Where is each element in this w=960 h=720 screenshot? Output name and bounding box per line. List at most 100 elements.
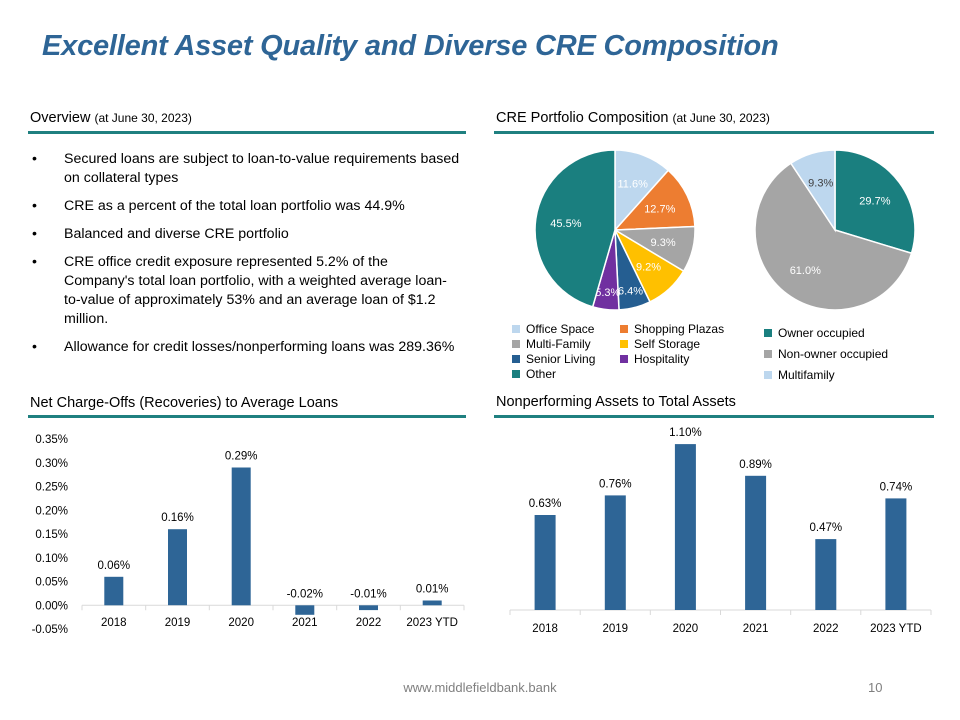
npa-category-label-2020: 2020 bbox=[673, 623, 699, 635]
cre-slice-label-office-space: 11.6% bbox=[618, 179, 649, 191]
legend-swatch bbox=[512, 369, 520, 378]
occupancy-slice-owner-occupied bbox=[834, 149, 916, 255]
legend-swatch bbox=[620, 339, 628, 348]
cre-legend-item-office-space: Office Space bbox=[512, 322, 594, 336]
overview-bullet-list: • Secured loans are subject to loan-to-va… bbox=[30, 150, 460, 366]
nco-bar-2019 bbox=[168, 529, 187, 606]
npa-bar-2023-ytd bbox=[885, 498, 907, 610]
cre-heading-date: (at June 30, 2023) bbox=[672, 111, 770, 125]
nco-data-label-2020: 0.29% bbox=[225, 451, 258, 463]
npa-category-label-2021: 2021 bbox=[743, 623, 769, 635]
cre-legend-item-senior-living: Senior Living bbox=[512, 352, 595, 366]
nco-y-tick-label: 0.10% bbox=[35, 553, 68, 565]
legend-swatch bbox=[512, 339, 520, 348]
npa-bar-2019 bbox=[604, 495, 626, 610]
npa-bar-2018 bbox=[534, 515, 556, 610]
cre-heading: CRE Portfolio Composition (at June 30, 2… bbox=[496, 110, 770, 126]
cre-type-pie-chart: 11.6% 12.7% 9.3% 9.2% 6.4%5.3% 45.5% bbox=[534, 149, 696, 311]
legend-label: Office Space bbox=[526, 322, 595, 336]
nco-y-tick-label: 0.30% bbox=[35, 458, 68, 470]
nco-bar-2023-ytd bbox=[422, 600, 442, 606]
nco-category-label-2022: 2022 bbox=[356, 617, 382, 629]
npa-bar-chart: 0.63% 2018 0.76% 2019 1.10% 2020 0.89% 2021 0.47… bbox=[509, 427, 932, 635]
nco-rule bbox=[28, 415, 466, 418]
npa-category-label-2019: 2019 bbox=[603, 623, 629, 635]
nco-heading-text: Net Charge-Offs (Recoveries) to Average … bbox=[30, 395, 339, 411]
legend-label: Multifamily bbox=[778, 368, 835, 382]
nco-bar-2021 bbox=[295, 605, 315, 615]
npa-bar-2022 bbox=[815, 539, 837, 610]
nco-y-tick-label: -0.05% bbox=[32, 624, 68, 636]
nco-bar-2018 bbox=[104, 576, 124, 606]
bullet-dot: • bbox=[32, 339, 37, 355]
nco-category-label-2019: 2019 bbox=[165, 617, 191, 629]
bullet-dot: • bbox=[32, 198, 37, 214]
occupancy-legend-item-owner-occupied: Owner occupied bbox=[764, 326, 865, 340]
bullet-dot: • bbox=[32, 226, 37, 242]
cre-slice-label-shopping-plazas: 12.7% bbox=[644, 204, 675, 216]
bullet-item: • CRE office credit exposure represented … bbox=[30, 253, 460, 329]
overview-heading-text: Overview bbox=[30, 110, 91, 126]
nco-bar-chart: -0.05% 0.00% 0.05% 0.10% 0.15% 0.20% 0.25% 0.30… bbox=[32, 434, 465, 636]
cre-legend-item-hospitality: Hospitality bbox=[620, 352, 689, 366]
bullet-text: CRE office credit exposure represented 5… bbox=[64, 254, 447, 327]
nco-category-label-2020: 2020 bbox=[228, 617, 254, 629]
bullet-text: CRE as a percent of the total loan portf… bbox=[64, 198, 405, 214]
cre-slice-other bbox=[534, 149, 616, 308]
occupancy-slice-non-owner-occupied bbox=[754, 162, 913, 311]
npa-category-label-2018: 2018 bbox=[532, 623, 558, 635]
npa-data-label-2021: 0.89% bbox=[739, 459, 772, 471]
npa-data-label-2020: 1.10% bbox=[669, 427, 702, 439]
nco-category-label-2021: 2021 bbox=[292, 617, 318, 629]
npa-heading: Nonperforming Assets to Total Assets bbox=[496, 394, 736, 410]
nco-category-label-2018: 2018 bbox=[101, 617, 127, 629]
occupancy-slice-multifamily bbox=[789, 149, 836, 233]
legend-label: Non-owner occupied bbox=[778, 347, 889, 361]
npa-heading-text: Nonperforming Assets to Total Assets bbox=[496, 394, 736, 410]
legend-label: Shopping Plazas bbox=[634, 322, 725, 336]
nco-heading: Net Charge-Offs (Recoveries) to Average … bbox=[30, 395, 338, 411]
nco-category-label-2023-ytd: 2023 YTD bbox=[406, 617, 458, 629]
cre-legend-item-shopping-plazas: Shopping Plazas bbox=[620, 322, 724, 336]
cre-slice-label-other: 45.5% bbox=[550, 218, 581, 230]
bullet-item: • Balanced and diverse CRE portfolio bbox=[30, 225, 460, 244]
npa-category-label-2022: 2022 bbox=[813, 623, 839, 635]
bullet-dot: • bbox=[32, 151, 37, 167]
legend-swatch bbox=[764, 328, 772, 337]
legend-label: Hospitality bbox=[634, 352, 690, 366]
nco-data-label-2023-ytd: 0.01% bbox=[416, 584, 449, 596]
overview-heading: Overview (at June 30, 2023) bbox=[30, 110, 192, 126]
nco-data-label-2022: -0.01% bbox=[350, 588, 386, 600]
nco-y-tick-label: 0.15% bbox=[35, 529, 68, 541]
npa-category-label-2023-ytd: 2023 YTD bbox=[870, 623, 922, 635]
legend-label: Self Storage bbox=[634, 337, 701, 351]
occupancy-legend: Owner occupied Non-owner occupied Multifam… bbox=[764, 326, 934, 386]
nco-data-label-2019: 0.16% bbox=[161, 512, 194, 524]
nco-y-tick-label: 0.00% bbox=[35, 600, 68, 612]
nco-y-tick-label: 0.35% bbox=[35, 434, 68, 446]
npa-data-label-2018: 0.63% bbox=[529, 498, 562, 510]
occupancy-slice-label-multifamily: 9.3% bbox=[808, 178, 833, 190]
nco-bar-2022 bbox=[359, 605, 378, 611]
nco-data-label-2018: 0.06% bbox=[97, 560, 130, 572]
legend-swatch bbox=[764, 370, 772, 379]
bullet-item: • CRE as a percent of the total loan port… bbox=[30, 197, 460, 216]
occupancy-legend-item-non-owner-occupied: Non-owner occupied bbox=[764, 347, 888, 361]
npa-bar-2021 bbox=[745, 475, 767, 610]
npa-data-label-2019: 0.76% bbox=[599, 478, 632, 490]
cre-slice-label-hospitality: 5.3% bbox=[595, 287, 620, 299]
legend-label: Owner occupied bbox=[778, 326, 865, 340]
occupancy-legend-item-multifamily: Multifamily bbox=[764, 368, 835, 382]
cre-rule bbox=[494, 131, 934, 134]
bullet-item: • Secured loans are subject to loan-to-va… bbox=[30, 150, 460, 188]
legend-label: Multi-Family bbox=[526, 337, 591, 351]
cre-type-legend: Office Space Shopping Plazas Multi-Family S… bbox=[512, 322, 752, 386]
cre-legend-item-multi-family: Multi-Family bbox=[512, 337, 591, 351]
page-number: 10 bbox=[868, 680, 883, 695]
nco-bar-2020 bbox=[231, 467, 251, 606]
legend-swatch bbox=[512, 324, 520, 333]
legend-label: Senior Living bbox=[526, 352, 596, 366]
legend-swatch bbox=[764, 349, 772, 358]
footer-url[interactable]: www.middlefieldbank.bank bbox=[403, 680, 557, 695]
cre-slice-label-multi-family: 9.3% bbox=[651, 237, 676, 249]
